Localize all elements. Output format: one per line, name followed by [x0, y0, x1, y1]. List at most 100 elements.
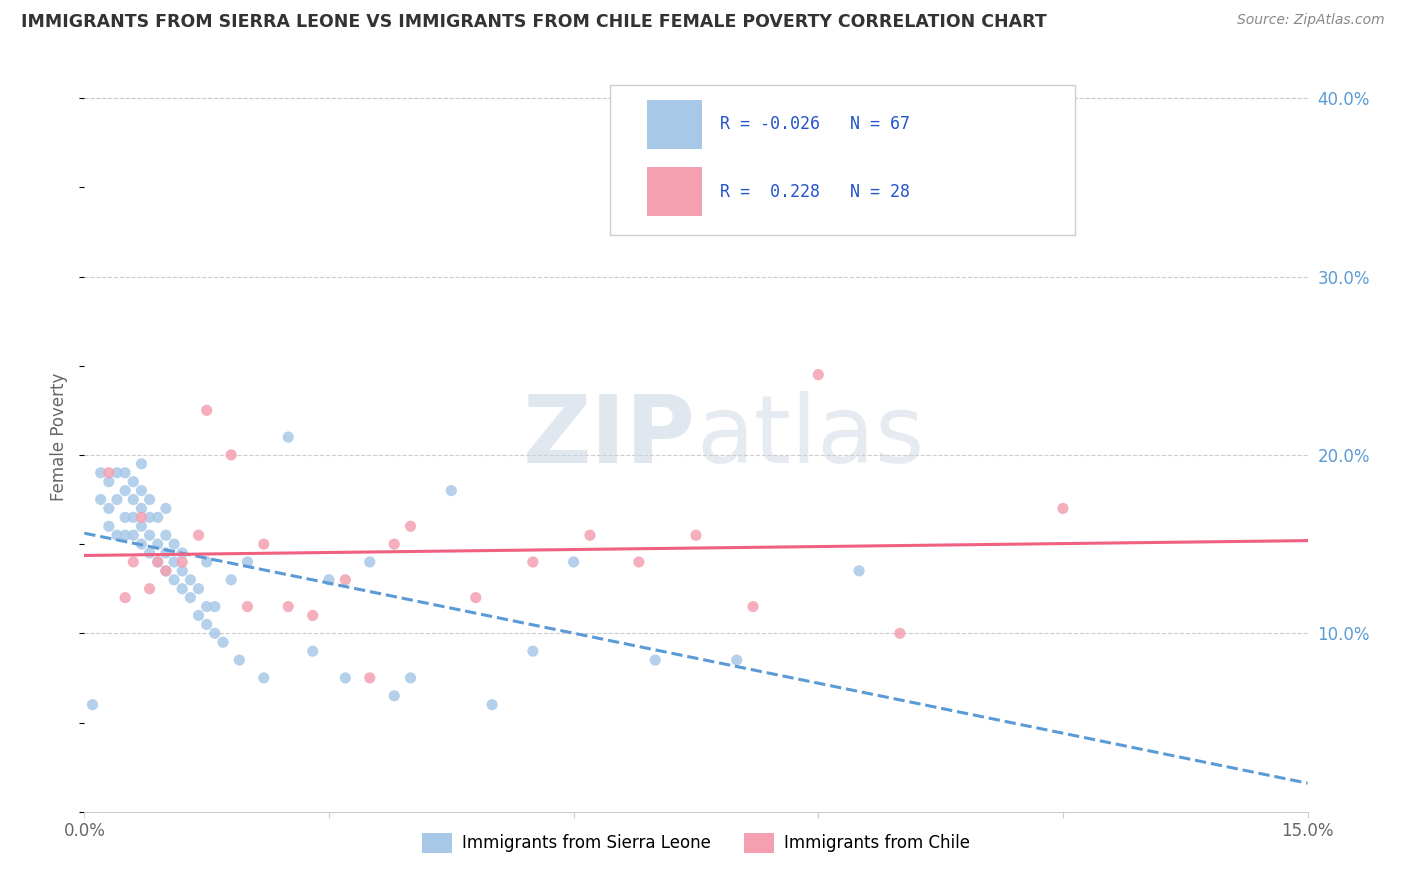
Point [236, 599, 259, 614]
Point [228, 653, 250, 667]
Point [131, 457, 153, 471]
Point [335, 671, 357, 685]
Point [131, 510, 153, 524]
Point [399, 519, 422, 533]
Point [114, 510, 136, 524]
Point [146, 555, 169, 569]
Point [105, 528, 128, 542]
Point [195, 555, 218, 569]
Point [97, 501, 120, 516]
Point [627, 555, 650, 569]
Text: R =  0.228   N = 28: R = 0.228 N = 28 [720, 183, 911, 201]
Point [219, 448, 242, 462]
Point [138, 528, 160, 542]
Point [138, 582, 160, 596]
Point [155, 564, 177, 578]
Point [195, 599, 218, 614]
Point [172, 555, 194, 569]
Point [172, 582, 194, 596]
FancyBboxPatch shape [610, 85, 1076, 235]
Point [163, 573, 186, 587]
Point [277, 430, 299, 444]
Point [219, 573, 242, 587]
Point [90, 466, 112, 480]
Point [335, 573, 357, 587]
Point [122, 528, 145, 542]
Point [253, 671, 276, 685]
Point [725, 653, 748, 667]
Point [807, 368, 830, 382]
Point [187, 582, 209, 596]
Point [131, 537, 153, 551]
Point [122, 555, 145, 569]
Text: atlas: atlas [696, 391, 924, 483]
Point [644, 653, 666, 667]
Point [440, 483, 463, 498]
Point [155, 546, 177, 560]
Point [685, 528, 707, 542]
Point [187, 608, 209, 623]
Point [82, 698, 104, 712]
Point [179, 573, 201, 587]
Point [359, 555, 381, 569]
Point [122, 510, 145, 524]
Point [146, 555, 169, 569]
Point [155, 564, 177, 578]
Text: R = -0.026   N = 67: R = -0.026 N = 67 [720, 115, 911, 133]
Point [138, 546, 160, 560]
Point [277, 599, 299, 614]
Point [204, 599, 226, 614]
Point [172, 564, 194, 578]
Point [114, 591, 136, 605]
Point [579, 528, 602, 542]
Point [131, 501, 153, 516]
Point [253, 537, 276, 551]
Point [382, 537, 405, 551]
Point [155, 501, 177, 516]
Point [318, 573, 340, 587]
Point [97, 475, 120, 489]
Point [131, 519, 153, 533]
Point [187, 528, 209, 542]
Point [105, 492, 128, 507]
Point [1052, 501, 1074, 516]
Point [155, 528, 177, 542]
Text: IMMIGRANTS FROM SIERRA LEONE VS IMMIGRANTS FROM CHILE FEMALE POVERTY CORRELATION: IMMIGRANTS FROM SIERRA LEONE VS IMMIGRAN… [21, 13, 1047, 31]
Point [114, 466, 136, 480]
Point [163, 537, 186, 551]
Point [889, 626, 911, 640]
Bar [647, 100, 702, 149]
Point [163, 555, 186, 569]
Point [301, 608, 323, 623]
Text: ZIP: ZIP [523, 391, 696, 483]
Point [122, 492, 145, 507]
Point [236, 555, 259, 569]
Point [195, 403, 218, 417]
Point [105, 466, 128, 480]
Point [90, 492, 112, 507]
Y-axis label: Female Poverty: Female Poverty [51, 373, 69, 501]
Point [481, 698, 503, 712]
Point [301, 644, 323, 658]
Point [742, 599, 765, 614]
Point [138, 510, 160, 524]
Point [464, 591, 486, 605]
Point [146, 510, 169, 524]
Point [399, 671, 422, 685]
Point [382, 689, 405, 703]
Point [138, 492, 160, 507]
Point [131, 483, 153, 498]
Point [522, 555, 544, 569]
Point [97, 519, 120, 533]
Point [562, 555, 585, 569]
Point [848, 564, 870, 578]
Point [114, 528, 136, 542]
Legend: Immigrants from Sierra Leone, Immigrants from Chile: Immigrants from Sierra Leone, Immigrants… [415, 826, 977, 860]
Point [97, 466, 120, 480]
Point [114, 483, 136, 498]
Point [122, 475, 145, 489]
Point [146, 537, 169, 551]
Point [359, 671, 381, 685]
Point [212, 635, 235, 649]
Point [172, 546, 194, 560]
